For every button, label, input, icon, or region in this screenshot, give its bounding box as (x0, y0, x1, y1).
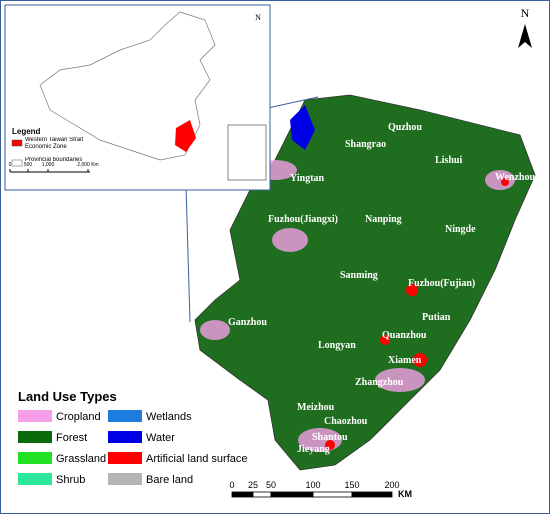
legend-swatch (18, 431, 52, 443)
legend-swatch (18, 473, 52, 485)
legend-title: Land Use Types (18, 389, 117, 404)
north-label: N (521, 6, 530, 20)
city-label: Fuzhou(Fujian) (408, 278, 475, 289)
urban-patches (325, 178, 509, 450)
legend-label: Shrub (56, 474, 85, 486)
scale-label: 150 (344, 480, 359, 490)
region (194, 94, 536, 471)
north-arrow (518, 24, 532, 48)
legend-label: Bare land (146, 474, 193, 486)
city-label: Shantou (312, 432, 348, 443)
city-label: Jieyang (297, 444, 330, 455)
scale-segment (252, 491, 272, 498)
scale-segment (270, 491, 314, 498)
scale-label: 50 (266, 480, 276, 490)
inset-scale-label: 0 (9, 162, 12, 168)
city-label: Meizhou (297, 402, 335, 413)
legend-swatch (108, 452, 142, 464)
lake (290, 105, 315, 150)
scale-unit: KM (398, 489, 412, 499)
inset-scale-label: 1,000 (42, 162, 55, 168)
city-label: Chaozhou (324, 416, 368, 427)
inset-scale-label: 2,000 Km (77, 162, 98, 168)
legend-label: Artificial land surface (146, 453, 248, 465)
inset-scale-label: 500 (24, 162, 33, 168)
city-label: Wenzhou (495, 172, 535, 183)
city-label: Ningde (445, 224, 476, 235)
legend-swatch (108, 431, 142, 443)
scale-label: 100 (305, 480, 320, 490)
scale-label: 200 (384, 480, 399, 490)
inset-legend-label: Western Taiwan Strait Economic Zone (25, 137, 84, 150)
legend-label: Grassland (56, 453, 106, 465)
city-label: Fuzhou(Jiangxi) (268, 214, 338, 225)
city-label: Shangrao (345, 139, 386, 150)
city-label: Nanping (365, 214, 402, 225)
city-label: Yingtan (290, 173, 325, 184)
scale-label: 25 (248, 480, 258, 490)
city-label: Longyan (318, 340, 356, 351)
south-sea-box (227, 124, 267, 181)
city-label: Ganzhou (228, 317, 267, 328)
legend-swatch (18, 410, 52, 422)
china-outline (39, 11, 216, 161)
legend-swatch (108, 473, 142, 485)
city-label: Sanming (340, 270, 378, 281)
city-label: Lishui (435, 155, 462, 166)
city-label: Quzhou (388, 122, 422, 133)
scale-segment (231, 491, 254, 498)
city-label: Quanzhou (382, 330, 427, 341)
inset-legend-item: Western Taiwan Strait Economic Zone (25, 137, 84, 150)
city-label: Zhangzhou (355, 377, 404, 388)
legend-swatch (108, 410, 142, 422)
inset-legend-item: Provincial boundaries (25, 157, 83, 163)
legend-label: Water (146, 432, 175, 444)
scale-segment (351, 491, 393, 498)
inset-legend-title: Legend (12, 127, 41, 136)
city-label: Xiamen (388, 355, 422, 366)
inset-legend-swatch (11, 159, 23, 167)
inset-legend-label: Provincial boundaries (25, 157, 83, 163)
legend-label: Cropland (56, 411, 101, 423)
inset-north: N (255, 13, 261, 22)
legend-label: Forest (56, 432, 87, 444)
scale-label: 0 (229, 480, 234, 490)
city-label: Putian (422, 312, 451, 323)
inset-legend-swatch (11, 139, 23, 147)
inset-zone (175, 120, 196, 152)
legend-swatch (18, 452, 52, 464)
legend-label: Wetlands (146, 411, 192, 423)
scale-segment (312, 491, 353, 498)
